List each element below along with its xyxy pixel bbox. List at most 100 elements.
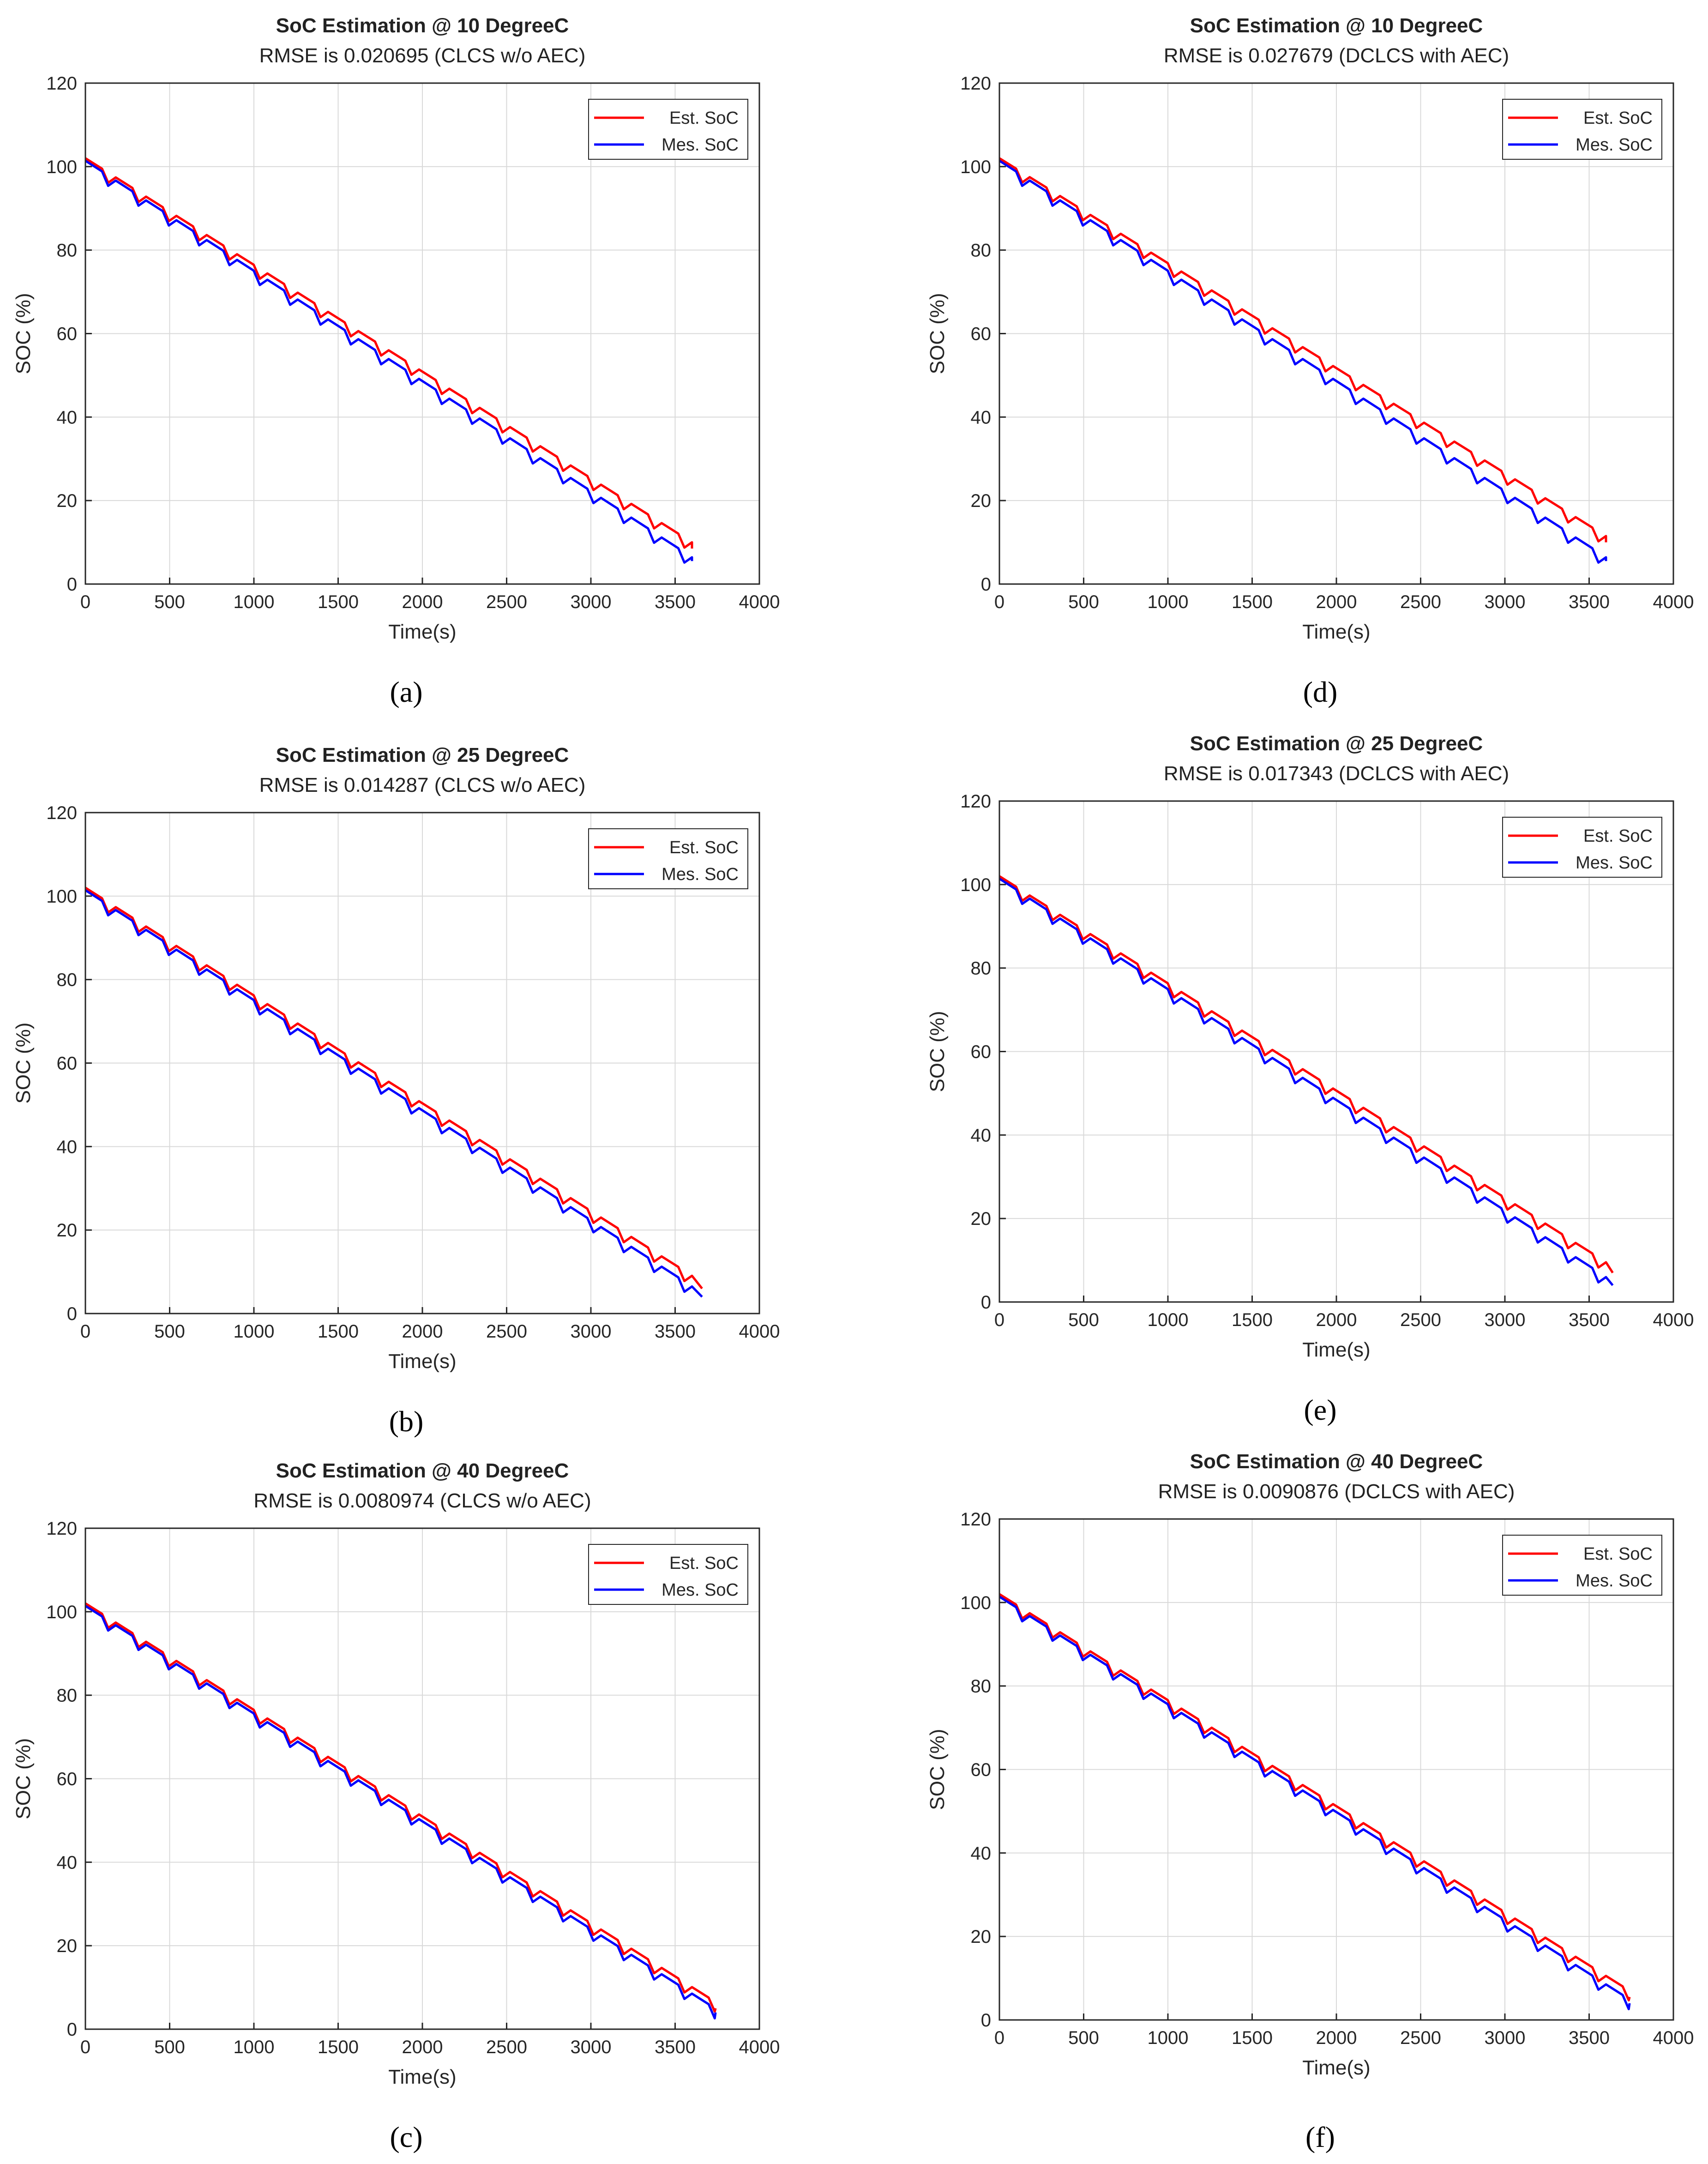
- series-line-mes-soc: [998, 1596, 1631, 2010]
- y-tick-label: 40: [57, 1852, 78, 1873]
- y-tick-label: 40: [971, 1125, 992, 1145]
- y-tick-label: 80: [57, 1686, 78, 1706]
- y-tick-label: 120: [960, 1509, 991, 1530]
- x-tick-label: 2500: [486, 1321, 527, 1342]
- x-axis-label: Time(s): [388, 1350, 456, 1373]
- x-tick-label: 3000: [571, 1321, 612, 1342]
- x-tick-label: 1500: [318, 2037, 359, 2057]
- x-tick-label: 0: [994, 1310, 1004, 1330]
- x-tick-label: 1500: [1232, 592, 1273, 612]
- y-tick-label: 60: [971, 1042, 992, 1062]
- legend-label: Mes. SoC: [662, 135, 739, 155]
- x-tick-label: 3500: [655, 592, 696, 612]
- y-tick-label: 80: [971, 958, 992, 979]
- y-tick-label: 0: [981, 1292, 991, 1313]
- series-line-est-soc: [998, 157, 1607, 543]
- x-tick-label: 1000: [1148, 2028, 1189, 2048]
- x-tick-label: 1000: [1148, 1310, 1189, 1330]
- x-tick-label: 4000: [739, 592, 780, 612]
- x-tick-label: 2500: [1400, 2028, 1441, 2048]
- x-tick-label: 2000: [1316, 1310, 1357, 1330]
- x-tick-label: 3000: [1485, 592, 1526, 612]
- x-tick-label: 4000: [1653, 1310, 1694, 1330]
- panel-caption: (e): [1304, 1393, 1336, 1426]
- x-tick-label: 3000: [1485, 2028, 1526, 2048]
- y-axis-label: SOC (%): [926, 1011, 949, 1092]
- y-tick-label: 20: [57, 1220, 78, 1241]
- x-tick-label: 500: [1068, 592, 1099, 612]
- chart-f: SoC Estimation @ 40 DegreeC RMSE is 0.009…: [926, 1450, 1694, 2153]
- y-tick-label: 40: [971, 407, 992, 428]
- legend-label: Mes. SoC: [1576, 853, 1653, 873]
- y-tick-label: 100: [960, 1593, 991, 1613]
- chart-subtitle: RMSE is 0.017343 (DCLCS with AEC): [1164, 762, 1509, 785]
- x-tick-label: 2000: [1316, 592, 1357, 612]
- y-tick-label: 80: [57, 970, 78, 990]
- x-tick-label: 500: [1068, 1310, 1099, 1330]
- x-axis-label: Time(s): [1302, 621, 1370, 643]
- chart-title: SoC Estimation @ 25 DegreeC: [276, 744, 569, 766]
- y-tick-label: 120: [46, 73, 77, 94]
- x-tick-label: 500: [154, 2037, 185, 2057]
- panel-caption: (d): [1303, 675, 1338, 708]
- x-tick-label: 0: [994, 592, 1004, 612]
- y-axis-label: SOC (%): [12, 293, 35, 374]
- x-tick-label: 1000: [234, 1321, 275, 1342]
- x-tick-label: 2500: [486, 592, 527, 612]
- y-tick-label: 60: [57, 1054, 78, 1074]
- legend-label: Mes. SoC: [1576, 135, 1653, 155]
- y-axis-label: SOC (%): [12, 1738, 35, 1820]
- panel-caption: (a): [390, 675, 422, 708]
- series-line-mes-soc: [84, 1605, 717, 2019]
- x-tick-label: 3500: [1569, 592, 1610, 612]
- y-tick-label: 80: [971, 1676, 992, 1697]
- y-tick-label: 120: [960, 791, 991, 812]
- y-axis-label: SOC (%): [926, 1729, 949, 1810]
- series-line-est-soc: [998, 875, 1614, 1274]
- x-tick-label: 2500: [1400, 1310, 1441, 1330]
- legend-label: Mes. SoC: [1576, 1571, 1653, 1591]
- y-tick-label: 20: [971, 491, 992, 511]
- y-tick-label: 20: [971, 1927, 992, 1947]
- x-tick-label: 1500: [318, 592, 359, 612]
- x-tick-label: 2500: [1400, 592, 1441, 612]
- y-tick-label: 60: [971, 324, 992, 344]
- legend-label: Est. SoC: [1583, 1544, 1653, 1564]
- series-line-est-soc: [998, 1593, 1631, 2001]
- series-line-mes-soc: [84, 160, 693, 564]
- y-tick-label: 120: [960, 73, 991, 94]
- chart-subtitle: RMSE is 0.020695 (CLCS w/o AEC): [259, 44, 586, 67]
- x-tick-label: 500: [1068, 2028, 1099, 2048]
- x-axis-label: Time(s): [1302, 2056, 1370, 2079]
- legend-label: Est. SoC: [1583, 826, 1653, 846]
- x-tick-label: 1500: [1232, 1310, 1273, 1330]
- y-tick-label: 100: [46, 1602, 77, 1622]
- x-tick-label: 3000: [1485, 1310, 1526, 1330]
- y-tick-label: 60: [57, 1769, 78, 1790]
- legend-label: Est. SoC: [669, 109, 739, 128]
- legend-label: Mes. SoC: [662, 865, 739, 884]
- legend-box: [1502, 99, 1662, 160]
- x-tick-label: 3500: [1569, 2028, 1610, 2048]
- legend-label: Est. SoC: [669, 838, 739, 857]
- x-tick-label: 3500: [655, 2037, 696, 2057]
- y-tick-label: 100: [46, 157, 77, 177]
- chart-subtitle: RMSE is 0.0080974 (CLCS w/o AEC): [253, 1489, 591, 1512]
- x-tick-label: 1500: [318, 1321, 359, 1342]
- series-line-mes-soc: [998, 160, 1607, 564]
- legend-label: Est. SoC: [669, 1554, 739, 1573]
- y-tick-label: 20: [971, 1209, 992, 1229]
- y-tick-label: 0: [67, 574, 77, 595]
- chart-title: SoC Estimation @ 40 DegreeC: [276, 1459, 569, 1482]
- chart-title: SoC Estimation @ 10 DegreeC: [276, 14, 569, 37]
- y-tick-label: 20: [57, 1936, 78, 1956]
- y-tick-label: 20: [57, 491, 78, 511]
- chart-title: SoC Estimation @ 10 DegreeC: [1190, 14, 1483, 37]
- x-tick-label: 1000: [234, 2037, 275, 2057]
- x-tick-label: 2000: [402, 592, 443, 612]
- y-tick-label: 40: [57, 407, 78, 428]
- x-tick-label: 3500: [655, 1321, 696, 1342]
- x-tick-label: 2000: [402, 2037, 443, 2057]
- y-tick-label: 100: [960, 875, 991, 895]
